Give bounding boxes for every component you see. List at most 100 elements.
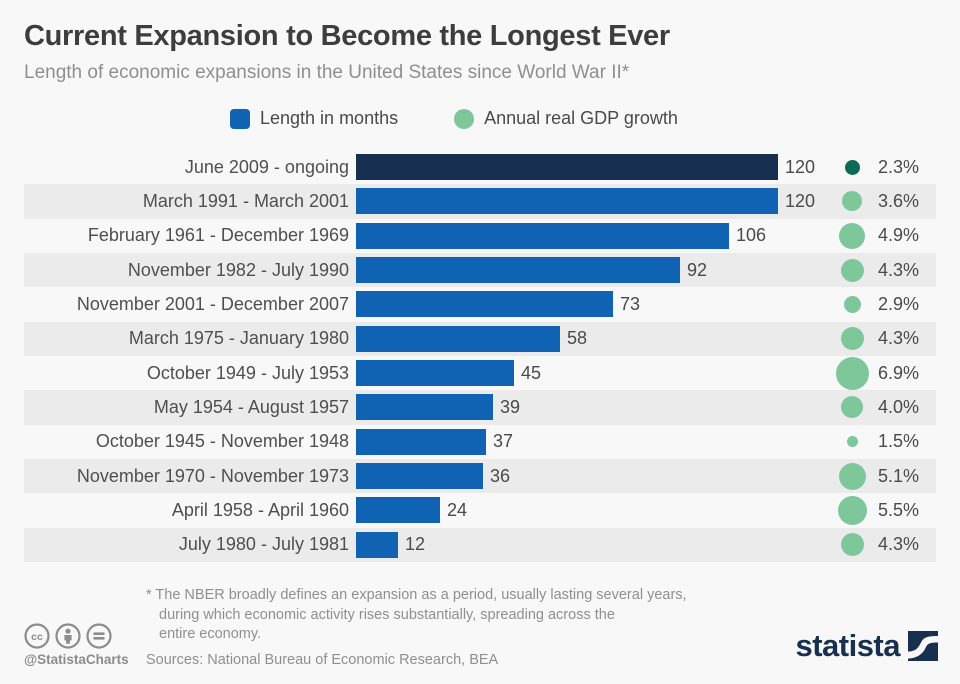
gdp-growth-dot	[835, 356, 869, 390]
bar-swatch-icon	[230, 108, 250, 129]
license-icons: cc	[24, 623, 112, 649]
length-bar	[356, 325, 560, 352]
dot-area	[826, 258, 878, 282]
statista-logo: statista	[795, 630, 938, 662]
sources-line: Sources: National Bureau of Economic Res…	[146, 652, 499, 668]
length-bar	[356, 394, 493, 421]
gdp-growth-dot	[840, 327, 864, 351]
gdp-value: 6.9%	[878, 362, 920, 383]
bar-area: 39	[356, 394, 826, 421]
page-title: Current Expansion to Become the Longest …	[24, 20, 670, 52]
length-bar	[356, 463, 483, 490]
length-bar	[356, 497, 440, 524]
bar-area: 58	[356, 325, 826, 352]
months-value: 58	[567, 328, 588, 349]
months-value: 106	[736, 225, 767, 246]
gdp-growth-dot	[846, 436, 858, 448]
months-value: 39	[500, 396, 521, 417]
period-label: October 1945 - November 1948	[95, 431, 349, 452]
gdp-value: 4.3%	[878, 259, 920, 280]
statista-mark-icon	[908, 631, 938, 661]
months-value: 120	[785, 156, 816, 177]
dot-area	[826, 159, 878, 175]
period-label: April 1958 - April 1960	[171, 499, 349, 520]
months-value: 36	[490, 465, 511, 486]
bar-area: 36	[356, 463, 826, 490]
length-bar	[356, 428, 486, 455]
length-bar	[356, 188, 778, 215]
dot-area	[826, 356, 878, 390]
dot-area	[826, 327, 878, 351]
gdp-value: 2.9%	[878, 293, 920, 314]
statista-charts-handle: @StatistaCharts	[24, 652, 129, 667]
period-label: November 1982 - July 1990	[127, 259, 349, 280]
length-bar	[356, 154, 778, 181]
months-value: 45	[521, 362, 542, 383]
gdp-growth-dot	[843, 295, 861, 313]
bar-area: 120	[356, 154, 826, 181]
chart-row: July 1980 - July 1981 12 4.3%	[24, 527, 936, 562]
gdp-value: 4.3%	[878, 534, 920, 555]
dot-area	[826, 495, 878, 525]
bar-area: 12	[356, 531, 826, 558]
bar-area: 120	[356, 188, 826, 215]
svg-text:cc: cc	[31, 631, 43, 643]
period-label: July 1980 - July 1981	[178, 534, 349, 555]
gdp-growth-dot	[842, 191, 862, 212]
dot-area	[826, 462, 878, 490]
dot-area	[826, 191, 878, 212]
circle-swatch-icon	[454, 108, 475, 129]
legend-item-length: Length in months	[230, 108, 398, 129]
dot-area	[826, 533, 878, 557]
dot-area	[826, 222, 878, 249]
gdp-growth-dot	[841, 396, 863, 419]
dot-area	[826, 436, 878, 448]
attribution-icon	[55, 623, 81, 649]
footnote: * The NBER broadly defines an expansion …	[146, 586, 726, 645]
gdp-value: 2.3%	[878, 156, 920, 177]
chart-row: October 1949 - July 1953 45 6.9%	[24, 356, 936, 390]
legend-label-gdp: Annual real GDP growth	[484, 108, 678, 128]
bar-area: 24	[356, 497, 826, 524]
dot-area	[826, 396, 878, 419]
gdp-growth-dot	[837, 495, 867, 525]
gdp-value: 5.5%	[878, 499, 920, 520]
chart-row: May 1954 - August 1957 39 4.0%	[24, 390, 936, 425]
period-label: March 1975 - January 1980	[128, 328, 349, 349]
gdp-value: 4.9%	[878, 225, 920, 246]
chart-row: March 1975 - January 1980 58 4.3%	[24, 321, 936, 356]
gdp-value: 4.0%	[878, 396, 920, 417]
gdp-growth-dot	[844, 159, 860, 175]
chart-row: November 2001 - December 2007 73 2.9%	[24, 287, 936, 321]
legend: Length in months Annual real GDP growth	[230, 108, 678, 129]
months-value: 73	[620, 293, 641, 314]
period-label: February 1961 - December 1969	[87, 225, 349, 246]
legend-label-length: Length in months	[260, 108, 399, 128]
footnote-line: * The NBER broadly defines an expansion …	[146, 587, 687, 603]
cc-icon: cc	[24, 623, 50, 649]
bar-area: 37	[356, 428, 826, 455]
period-label: October 1949 - July 1953	[146, 362, 349, 383]
months-value: 37	[493, 431, 514, 452]
gdp-value: 3.6%	[878, 190, 920, 211]
gdp-growth-dot	[840, 258, 864, 282]
gdp-value: 4.3%	[878, 328, 920, 349]
gdp-value: 5.1%	[878, 465, 920, 486]
gdp-growth-dot	[838, 462, 866, 490]
bar-area: 73	[356, 291, 826, 318]
chart-row: November 1982 - July 1990 92 4.3%	[24, 252, 936, 288]
gdp-growth-dot	[839, 222, 865, 249]
months-value: 24	[447, 499, 468, 520]
footnote-line: entire economy.	[159, 626, 262, 642]
no-derivatives-icon	[86, 623, 112, 649]
chart-row: November 1970 - November 1973 36 5.1%	[24, 458, 936, 494]
statista-wordmark: statista	[795, 628, 900, 663]
months-value: 120	[785, 190, 816, 211]
bar-area: 92	[356, 257, 826, 284]
chart-row: March 1991 - March 2001 120 3.6%	[24, 184, 936, 219]
length-bar	[356, 531, 398, 558]
chart-row: February 1961 - December 1969 106 4.9%	[24, 219, 936, 253]
gdp-growth-dot	[840, 533, 864, 557]
bar-chart: June 2009 - ongoing 120 2.3% March 1991 …	[24, 150, 936, 562]
